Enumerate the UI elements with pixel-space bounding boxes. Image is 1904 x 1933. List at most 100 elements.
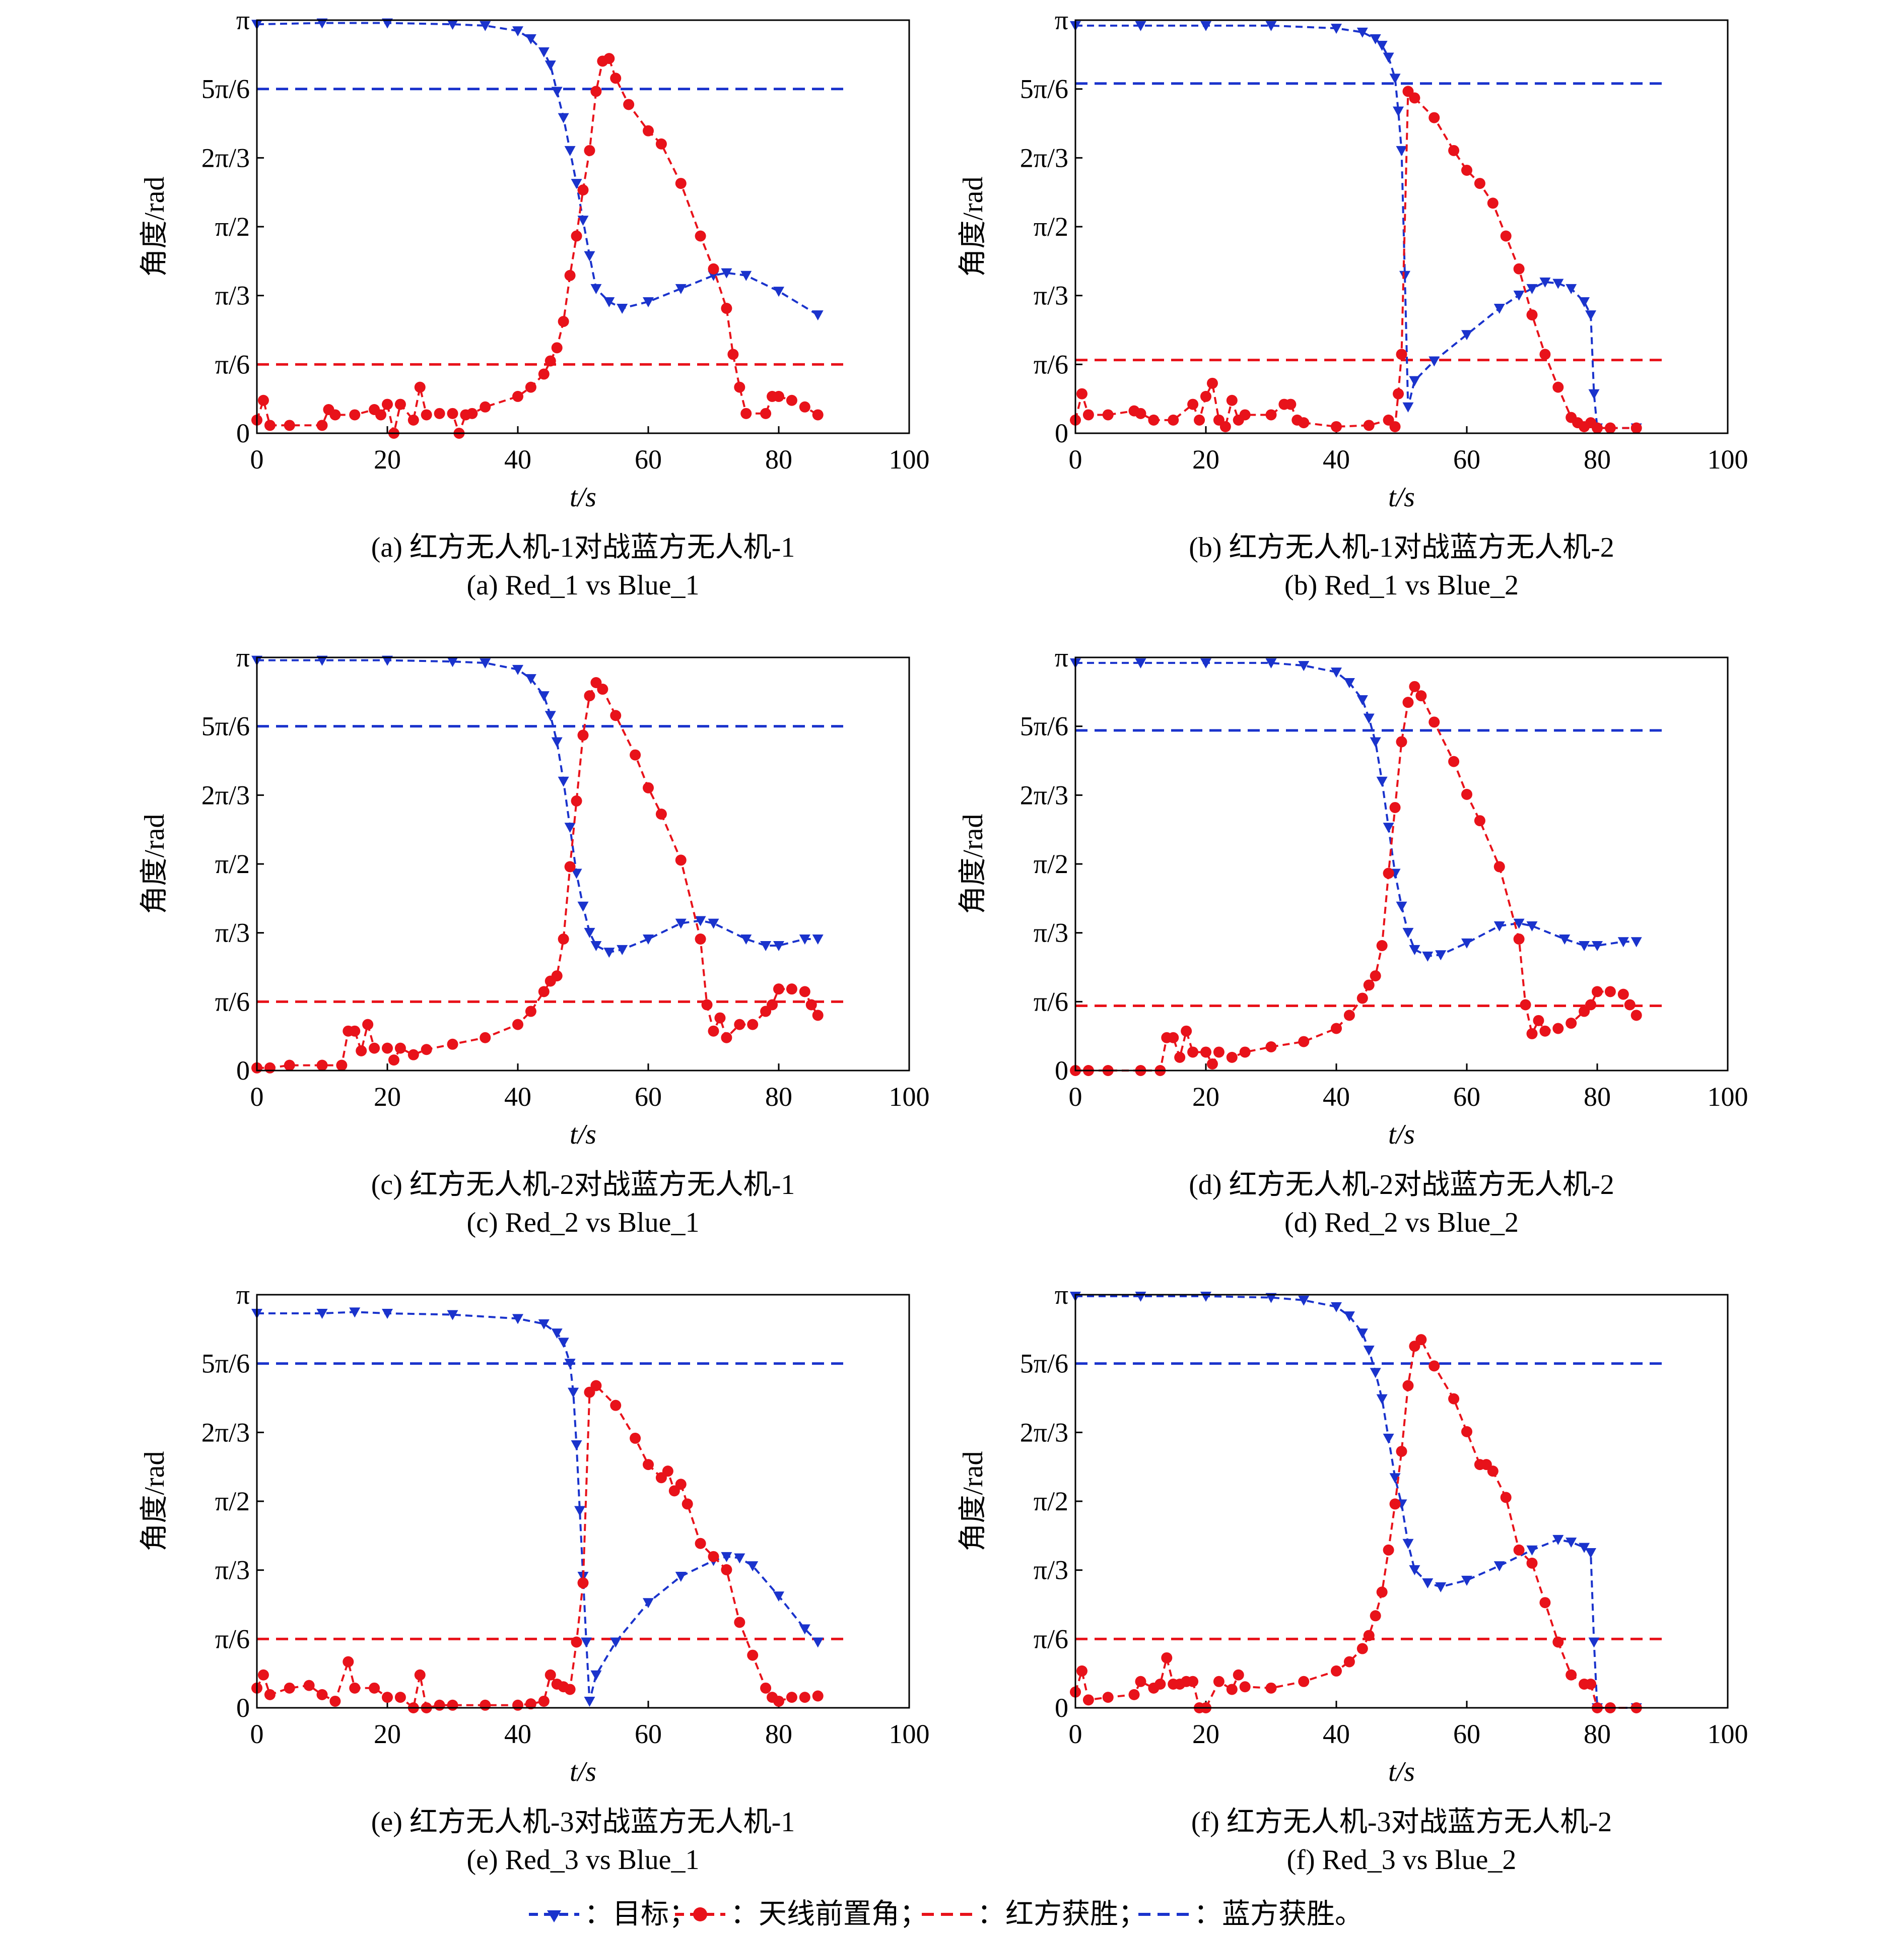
y-tick-label: π/2 [1034, 1486, 1068, 1516]
antenna-point [767, 999, 778, 1011]
antenna-point [349, 1025, 361, 1037]
target-point [1135, 658, 1146, 669]
antenna-point [525, 381, 536, 393]
x-axis-label: t/s [1388, 482, 1415, 513]
antenna-point [734, 381, 745, 393]
target-point [545, 60, 556, 71]
antenna-point [805, 999, 817, 1011]
y-tick-label: π [236, 642, 250, 673]
antenna-point [538, 368, 550, 380]
target-point [1422, 1578, 1434, 1589]
target-point [1370, 1368, 1381, 1378]
target-point [1513, 290, 1525, 301]
antenna-point [1181, 1025, 1192, 1037]
antenna-point [577, 1577, 589, 1589]
target-point [1389, 74, 1401, 84]
antenna-point [1520, 999, 1531, 1011]
target-point [617, 304, 628, 314]
antenna-point [512, 1019, 523, 1030]
antenna-point [812, 1010, 824, 1021]
antenna-point [571, 795, 582, 807]
antenna-point [1219, 421, 1231, 432]
antenna-point [597, 684, 608, 695]
y-tick-label: π/2 [215, 1486, 250, 1516]
antenna-point [1187, 1676, 1199, 1687]
x-tick-label: 20 [374, 1719, 401, 1749]
antenna-point [558, 933, 569, 945]
y-tick-label: π/6 [1034, 349, 1068, 379]
antenna-point [708, 1025, 719, 1037]
target-point [773, 1591, 784, 1602]
target-point [512, 26, 523, 37]
target-point [349, 1307, 361, 1318]
caption-en: (b) Red_1 vs Blue_2 [1284, 570, 1519, 601]
target-point [1526, 284, 1538, 294]
target-point [551, 87, 563, 97]
antenna-point [329, 1695, 341, 1707]
antenna-point [799, 986, 810, 997]
target-point [1461, 1575, 1472, 1586]
antenna-point [643, 1459, 654, 1471]
antenna-point [721, 1032, 732, 1043]
target-point [316, 1308, 328, 1319]
target-point [643, 1598, 654, 1609]
antenna-point [1298, 417, 1310, 429]
antenna-point [1076, 1665, 1087, 1677]
antenna-point [512, 1699, 523, 1711]
target-point [1383, 823, 1394, 833]
antenna-point [1393, 388, 1404, 399]
target-point [1363, 1346, 1375, 1356]
x-tick-label: 60 [1453, 1719, 1480, 1749]
antenna-point [1474, 178, 1485, 189]
target-point [480, 658, 491, 669]
antenna-point [362, 1019, 374, 1030]
plot-frame [256, 1294, 910, 1709]
target-point [812, 1637, 824, 1648]
target-point [1298, 1295, 1310, 1306]
x-tick-label: 100 [1708, 1082, 1748, 1112]
antenna-point [1552, 1023, 1564, 1034]
antenna-point [1298, 1676, 1310, 1687]
y-tick-label: π/3 [1034, 281, 1068, 311]
target-point [1298, 661, 1310, 672]
x-axis-label: t/s [1388, 1756, 1415, 1787]
antenna-point [316, 420, 328, 431]
x-tick-label: 20 [1192, 1082, 1219, 1112]
plot-frame [256, 19, 910, 434]
target-point [1552, 1535, 1564, 1545]
x-tick-label: 20 [374, 1082, 401, 1112]
antenna-point [721, 303, 732, 314]
antenna-point [551, 342, 563, 354]
target-point [708, 918, 719, 929]
target-point [1200, 658, 1211, 669]
x-tick-label: 60 [635, 1082, 662, 1112]
y-axis-label: 角度/rad [139, 176, 170, 277]
x-tick-label: 0 [250, 444, 264, 475]
x-tick-label: 40 [1323, 1082, 1350, 1112]
x-tick-label: 0 [250, 1082, 264, 1112]
antenna-point [610, 73, 622, 84]
panel-b: 0 π/6 π/3 π/2 2π/3 5π/6 π 0 20 40 60 80 100 t/s 角度/rad… [958, 5, 1748, 601]
antenna-point [369, 1682, 380, 1694]
target-point [760, 941, 772, 952]
y-tick-label: 2π/3 [1020, 780, 1068, 810]
x-tick-label: 40 [504, 444, 531, 475]
antenna-point [1533, 1015, 1544, 1026]
y-axis-label: 角度/rad [139, 1451, 170, 1551]
caption-cn: (d) 红方无人机-2对战蓝方无人机-2 [1189, 1169, 1614, 1201]
antenna-point [1363, 979, 1375, 991]
antenna-point [1370, 1610, 1381, 1622]
antenna-point [407, 1049, 419, 1060]
target-point [617, 945, 628, 955]
target-point [740, 271, 752, 281]
antenna-point [655, 138, 667, 150]
antenna-point [571, 1636, 582, 1648]
antenna-point [1396, 736, 1407, 748]
target-point [1566, 284, 1577, 294]
y-tick-label: π/3 [1034, 918, 1068, 948]
antenna-series-line [257, 681, 819, 1069]
y-axis-label: 角度/rad [958, 176, 989, 277]
antenna-point [1402, 1380, 1414, 1391]
antenna-point [662, 1465, 673, 1477]
antenna-point [610, 1399, 622, 1411]
